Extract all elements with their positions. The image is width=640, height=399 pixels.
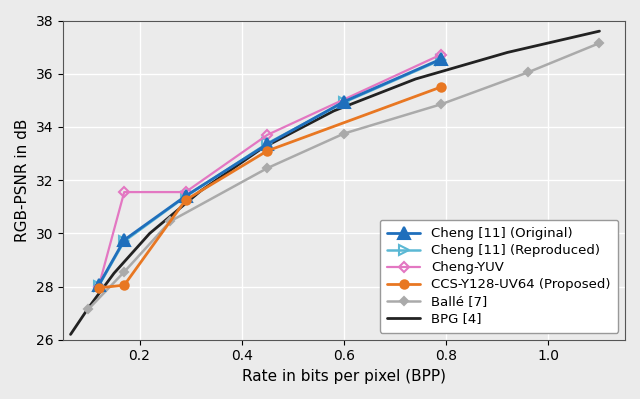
Ballé [7] (340, 131, 348, 136)
Cheng-YUV (120, 190, 128, 194)
BPG [4] (84, 305, 92, 310)
Cheng [11] (Original) (340, 99, 348, 104)
Cheng [11] (Reproduced) (182, 194, 189, 199)
BPG [4] (146, 231, 154, 236)
Cheng [11] (Original) (120, 237, 128, 242)
Ballé [7] (166, 219, 174, 224)
Cheng [11] (Original) (264, 142, 271, 146)
Ballé [7] (596, 41, 604, 45)
Line: Ballé [7]: Ballé [7] (86, 40, 602, 312)
Cheng-YUV (264, 132, 271, 137)
Cheng [11] (Original) (95, 283, 102, 288)
Line: Cheng [11] (Original): Cheng [11] (Original) (93, 53, 447, 291)
BPG [4] (197, 188, 205, 193)
Cheng-YUV (95, 284, 102, 289)
Cheng [11] (Original) (437, 57, 445, 61)
Line: BPG [4]: BPG [4] (70, 31, 600, 334)
BPG [4] (596, 29, 604, 34)
BPG [4] (259, 146, 266, 150)
Cheng [11] (Original) (182, 194, 189, 198)
Line: Cheng [11] (Reproduced): Cheng [11] (Reproduced) (94, 55, 446, 291)
Ballé [7] (437, 102, 445, 107)
Legend: Cheng [11] (Original), Cheng [11] (Reproduced), Cheng-YUV, CCS-Y128-UV64 (Propos: Cheng [11] (Original), Cheng [11] (Repro… (380, 219, 618, 333)
Ballé [7] (524, 70, 532, 75)
Ballé [7] (264, 166, 271, 170)
Cheng-YUV (437, 52, 445, 57)
Ballé [7] (84, 307, 92, 312)
CCS-Y128-UV64 (Proposed) (437, 85, 445, 89)
Line: Cheng-YUV: Cheng-YUV (95, 51, 445, 290)
BPG [4] (504, 50, 511, 55)
Y-axis label: RGB-PSNR in dB: RGB-PSNR in dB (15, 119, 30, 242)
Line: CCS-Y128-UV64 (Proposed): CCS-Y128-UV64 (Proposed) (95, 83, 445, 292)
CCS-Y128-UV64 (Proposed) (182, 198, 189, 202)
BPG [4] (412, 77, 419, 81)
Ballé [7] (120, 269, 128, 274)
Cheng [11] (Reproduced) (437, 57, 445, 62)
Cheng-YUV (182, 190, 189, 194)
BPG [4] (110, 271, 118, 276)
Cheng [11] (Reproduced) (120, 239, 128, 244)
CCS-Y128-UV64 (Proposed) (264, 148, 271, 153)
CCS-Y128-UV64 (Proposed) (120, 283, 128, 288)
X-axis label: Rate in bits per pixel (BPP): Rate in bits per pixel (BPP) (242, 369, 446, 384)
Cheng [11] (Reproduced) (264, 141, 271, 146)
CCS-Y128-UV64 (Proposed) (95, 285, 102, 290)
Cheng [11] (Reproduced) (340, 100, 348, 105)
BPG [4] (330, 109, 337, 113)
BPG [4] (67, 332, 74, 337)
Cheng [11] (Reproduced) (95, 284, 102, 288)
